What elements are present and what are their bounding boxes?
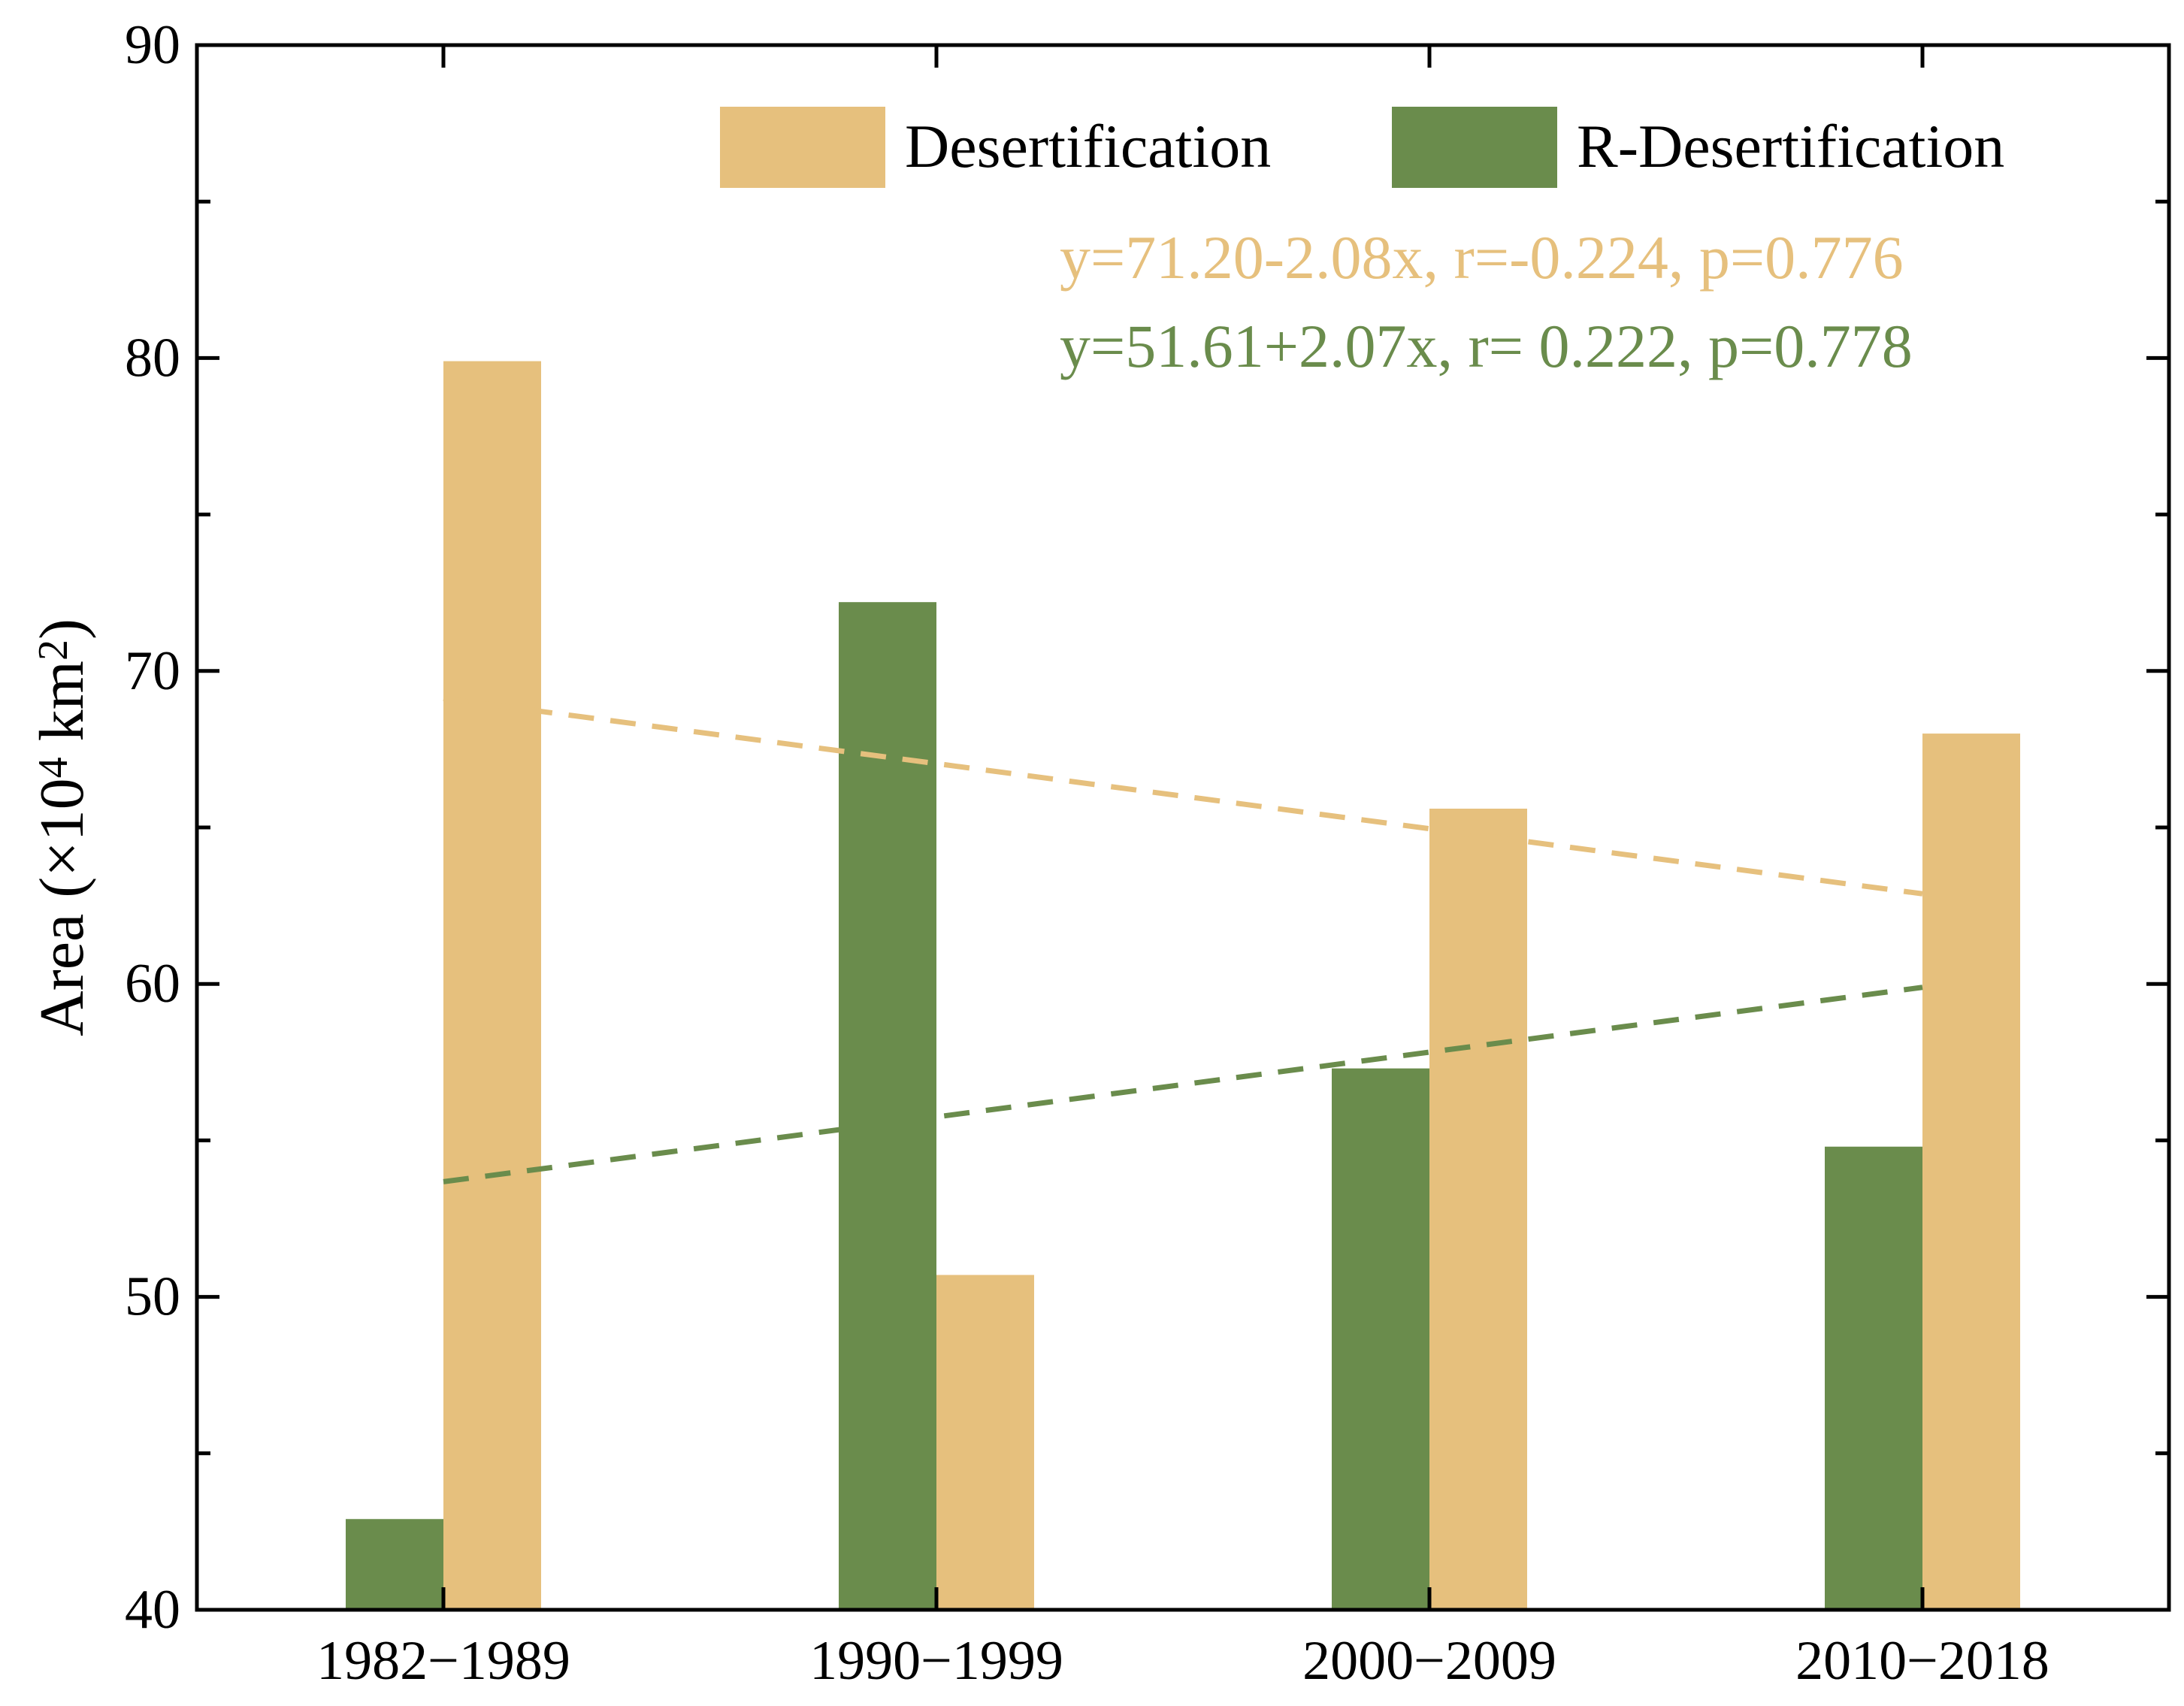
x-tick-label: 2000−2009: [1302, 1630, 1556, 1692]
y-tick-label: 70: [125, 640, 180, 702]
bar-r-desertification-4: [1825, 1146, 1922, 1610]
legend-swatch-desertification: [720, 107, 885, 188]
y-tick-label: 60: [125, 953, 180, 1015]
bar-desertification-2: [936, 1275, 1034, 1610]
y-axis-title-superscript: 2: [30, 640, 77, 661]
legend: Desertification R-Desertification: [720, 107, 2004, 188]
bar-desertification-3: [1429, 809, 1527, 1610]
axes: 40 50 60 70 80 90 1982−1989 1990−1999 2000−2009 2…: [125, 14, 2171, 1692]
trendlines: [443, 695, 1923, 1184]
legend-label-r-desertification: R-Desertification: [1577, 112, 2004, 180]
y-tick-label: 50: [125, 1266, 180, 1328]
y-tick-label: 80: [125, 327, 180, 389]
trendline-r-desertification: [443, 985, 1923, 1184]
bar-r-desertification-1: [346, 1519, 443, 1610]
legend-swatch-r-desertification: [1392, 107, 1557, 188]
equation-desertification: y=71.20-2.08x, r=-0.224, p=0.776: [1060, 223, 1904, 292]
x-tick-label: 1982−1989: [316, 1630, 570, 1692]
y-axis-title-superscript: 4: [30, 757, 77, 778]
bar-r-desertification-2: [839, 602, 936, 1610]
y-axis-title-part: km: [27, 661, 97, 757]
bar-desertification-4: [1922, 734, 2020, 1610]
x-tick-label: 2010−2018: [1795, 1630, 2049, 1692]
equation-r-desertification: y=51.61+2.07x, r= 0.222, p=0.778: [1060, 312, 1913, 380]
x-tick-label: 1990−1999: [809, 1630, 1063, 1692]
y-tick-label: 40: [125, 1579, 180, 1641]
bars: [346, 361, 2020, 1611]
y-axis-title-part: Area (×10: [27, 778, 97, 1036]
trendline-desertification: [443, 695, 1923, 897]
bar-r-desertification-3: [1332, 1068, 1429, 1610]
legend-label-desertification: Desertification: [905, 112, 1271, 180]
y-axis-title-part: ): [27, 619, 97, 640]
bar-desertification-1: [443, 361, 541, 1611]
equations: y=71.20-2.08x, r=-0.224, p=0.776 y=51.61+…: [1060, 223, 1913, 380]
y-tick-label: 90: [125, 14, 180, 76]
y-axis-title: Area (×104 km2): [27, 619, 97, 1036]
